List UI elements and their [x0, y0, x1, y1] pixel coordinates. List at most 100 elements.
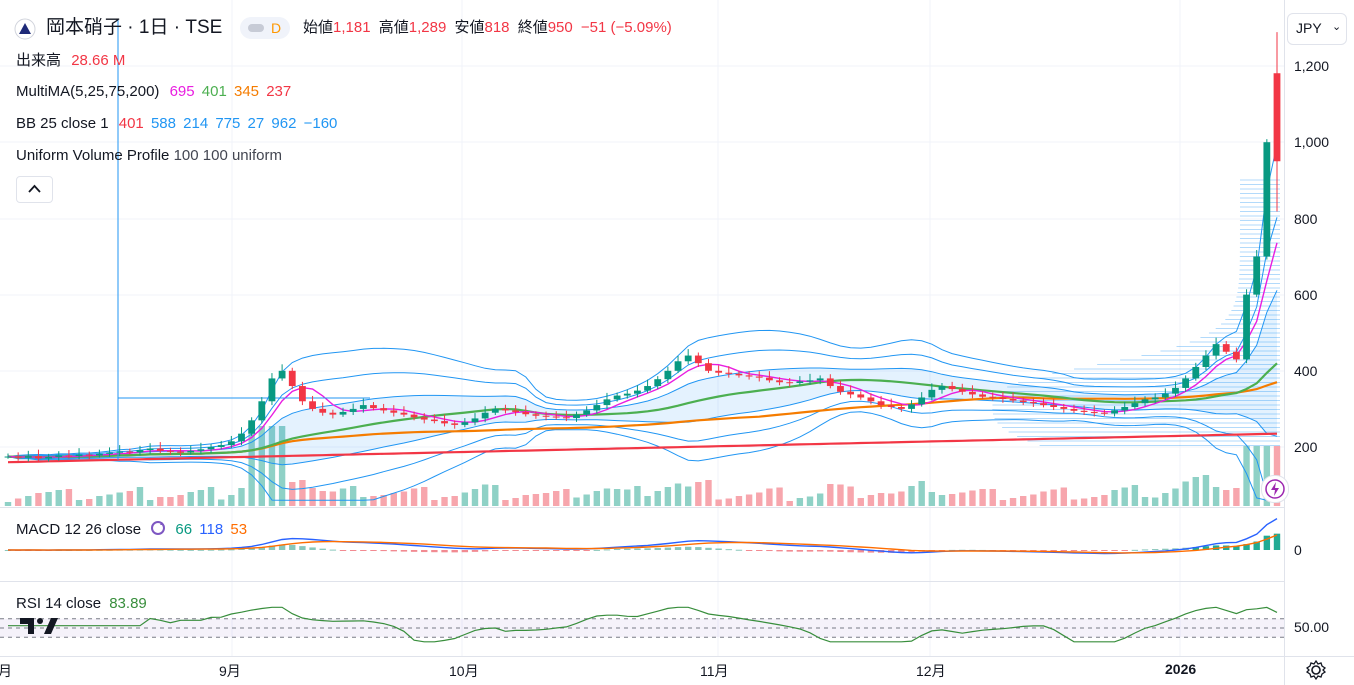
- volume-bar: [187, 492, 194, 506]
- macd-histogram-bar: [1202, 546, 1210, 550]
- macd-histogram-bar: [806, 550, 814, 552]
- volume-bar: [380, 495, 387, 506]
- candle-body: [309, 401, 316, 409]
- bb-value-6: −160: [303, 115, 338, 132]
- symbol-title[interactable]: 岡本硝子 · 1日 · TSE: [46, 17, 223, 38]
- volume-bar: [634, 486, 641, 506]
- price-tick-1000: 1,000: [1294, 134, 1330, 150]
- ma200-value: 237: [266, 83, 292, 100]
- volume-bar: [1080, 498, 1088, 506]
- open-label: 始値: [303, 19, 334, 36]
- volume-bar: [563, 489, 570, 506]
- ma5-value: 695: [169, 83, 195, 100]
- candle-body: [451, 423, 459, 425]
- candle-body: [359, 405, 367, 409]
- bb-legend-label[interactable]: BB 25 close 1: [16, 115, 109, 132]
- settings-icon[interactable]: [1305, 659, 1327, 681]
- candle-body: [1172, 387, 1179, 394]
- ma-legend-label[interactable]: MultiMA(5,25,75,200): [16, 83, 160, 100]
- vp-legend-label[interactable]: Uniform Volume Profile: [16, 147, 170, 164]
- macd-histogram-bar: [502, 550, 509, 551]
- low-value: 818: [484, 19, 510, 36]
- refresh-icon[interactable]: [149, 519, 167, 537]
- close-label: 終値: [517, 19, 548, 36]
- candle-body: [715, 370, 723, 373]
- volume-bar: [745, 494, 753, 506]
- volume-bar: [309, 488, 316, 506]
- candle-body: [897, 406, 905, 409]
- candle-body: [796, 381, 804, 383]
- volume-bar: [228, 495, 235, 506]
- volume-bar: [1192, 477, 1199, 506]
- candle-body: [390, 410, 398, 413]
- candle-body: [502, 408, 509, 411]
- volume-bar: [684, 486, 692, 506]
- candle-body: [552, 416, 560, 418]
- volume-legend-label[interactable]: 出来高: [16, 52, 62, 69]
- volume-bar: [867, 495, 875, 506]
- candle-body: [146, 448, 154, 451]
- volume-bar: [96, 496, 103, 506]
- market-status-badge[interactable]: D: [240, 17, 290, 39]
- collapse-legend-button[interactable]: [16, 176, 53, 203]
- candle-body: [24, 456, 32, 458]
- macd-histogram-bar: [827, 550, 834, 552]
- macd-histogram-bar: [339, 550, 347, 551]
- macd-histogram-bar: [278, 544, 286, 550]
- macd-histogram-bar: [431, 550, 438, 553]
- candle-body: [75, 454, 83, 457]
- volume-bar: [65, 489, 73, 506]
- volume-bar: [806, 496, 814, 506]
- volume-bar: [827, 484, 834, 506]
- volume-bar: [583, 494, 590, 506]
- volume-bar: [989, 489, 996, 506]
- volume-bar: [877, 493, 885, 506]
- bollinger-lower-3: [7, 411, 1277, 501]
- volume-bar: [705, 480, 712, 506]
- macd-histogram-bar: [613, 549, 621, 551]
- volume-bar: [502, 500, 509, 506]
- bollinger-fill: [8, 290, 1277, 465]
- macd-histogram-bar: [898, 550, 905, 553]
- candle-body: [471, 418, 479, 423]
- volume-bar: [674, 483, 682, 506]
- macd-hist-value: 66: [175, 521, 193, 538]
- ma25-value: 401: [201, 83, 227, 100]
- candle-body: [288, 370, 296, 387]
- time-tick-oct: 10月: [449, 663, 479, 679]
- macd-histogram-bar: [674, 547, 682, 550]
- currency-dropdown[interactable]: JPY ⌄: [1287, 13, 1347, 45]
- volume-bar: [410, 488, 418, 506]
- macd-histogram-bar: [207, 549, 215, 551]
- symbol-logo: [14, 18, 40, 40]
- macd-histogram-bar: [441, 550, 448, 553]
- rsi-legend-label[interactable]: RSI 14 close: [16, 595, 102, 612]
- volume-bar: [796, 498, 804, 506]
- volume-bar: [461, 492, 469, 506]
- volume-bar: [136, 487, 144, 506]
- price-tick-200: 200: [1294, 439, 1318, 455]
- macd-histogram-bar: [786, 550, 793, 552]
- candle-body: [410, 414, 418, 418]
- volume-bar: [1101, 495, 1108, 506]
- macd-histogram-bar: [583, 550, 590, 551]
- volume-bar: [1253, 446, 1260, 506]
- macd-histogram-bar: [349, 550, 357, 551]
- macd-histogram-bar: [644, 548, 651, 550]
- flash-icon[interactable]: [1261, 475, 1289, 503]
- macd-histogram-bar: [248, 548, 255, 550]
- candle-body: [1009, 398, 1017, 401]
- macd-histogram-bar: [573, 550, 580, 551]
- volume-bar: [1141, 497, 1149, 506]
- data-delay-badge: D: [271, 20, 282, 36]
- macd-histogram-bar: [217, 549, 225, 551]
- volume-bar: [177, 495, 184, 506]
- close-value: 950: [547, 19, 573, 36]
- macd-histogram-bar: [1273, 533, 1281, 550]
- bb-value-4: 27: [247, 115, 265, 132]
- macd-legend-label[interactable]: MACD 12 26 close: [16, 521, 142, 538]
- high-label: 高値: [378, 19, 409, 36]
- candle-body: [887, 405, 895, 407]
- candle-body: [542, 415, 550, 417]
